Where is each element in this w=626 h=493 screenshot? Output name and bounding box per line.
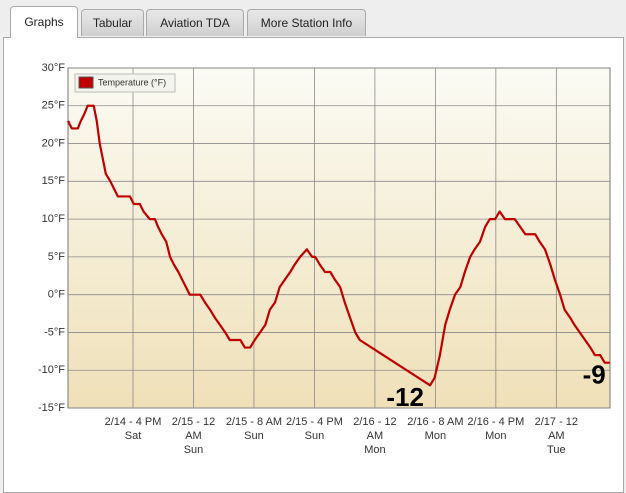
legend-swatch: [78, 76, 94, 89]
x-tick-label: 2/15 - 4 PM: [286, 416, 343, 428]
x-tick-label: 2/17 - 12 AM: [535, 416, 578, 442]
tab[interactable]: Graphs: [10, 6, 78, 38]
legend: Temperature (°F): [74, 73, 176, 93]
plot-area: [67, 67, 611, 409]
x-tick-label: 2/16 - 8 AM: [407, 416, 463, 428]
x-tick-label: 2/15 - 8 AM: [226, 416, 282, 428]
legend-box: [74, 73, 176, 93]
x-tick-day: Sun: [305, 430, 325, 442]
x-tick-day: Sun: [244, 430, 264, 442]
y-tick-label: 25°F: [42, 100, 66, 112]
temperature-line: [67, 104, 610, 387]
x-tick-label: 2/16 - 4 PM: [467, 416, 524, 428]
x-tick-day: Tue: [547, 444, 566, 456]
x-tick-day: Mon: [364, 444, 385, 456]
x-tick-day: Mon: [485, 430, 506, 442]
x-tick-day: Sat: [125, 430, 142, 442]
y-tick-label: 15°F: [42, 175, 66, 187]
y-tick-label: 5°F: [48, 251, 66, 263]
x-tick-day: Sun: [184, 444, 204, 456]
x-tick-label: 2/15 - 12 AM: [172, 416, 215, 442]
x-tick-day: Mon: [425, 430, 446, 442]
y-tick-label: 20°F: [42, 137, 66, 149]
annotation: -9: [583, 360, 606, 390]
x-tick-label: 2/14 - 4 PM: [105, 416, 162, 428]
annotation: -12: [386, 382, 424, 412]
legend-label: Temperature (°F): [98, 77, 166, 87]
y-tick-label: -5°F: [44, 326, 65, 338]
y-tick-label: -10°F: [38, 364, 65, 376]
y-tick-label: 10°F: [42, 213, 66, 225]
y-tick-label: 30°F: [42, 62, 66, 74]
x-tick-label: 2/16 - 12 AM: [353, 416, 396, 442]
y-tick-label: 0°F: [48, 289, 66, 301]
tab[interactable]: Tabular: [81, 9, 144, 36]
tab[interactable]: Aviation TDA: [146, 9, 244, 36]
tab[interactable]: More Station Info: [247, 9, 366, 36]
y-tick-label: -15°F: [38, 402, 65, 414]
